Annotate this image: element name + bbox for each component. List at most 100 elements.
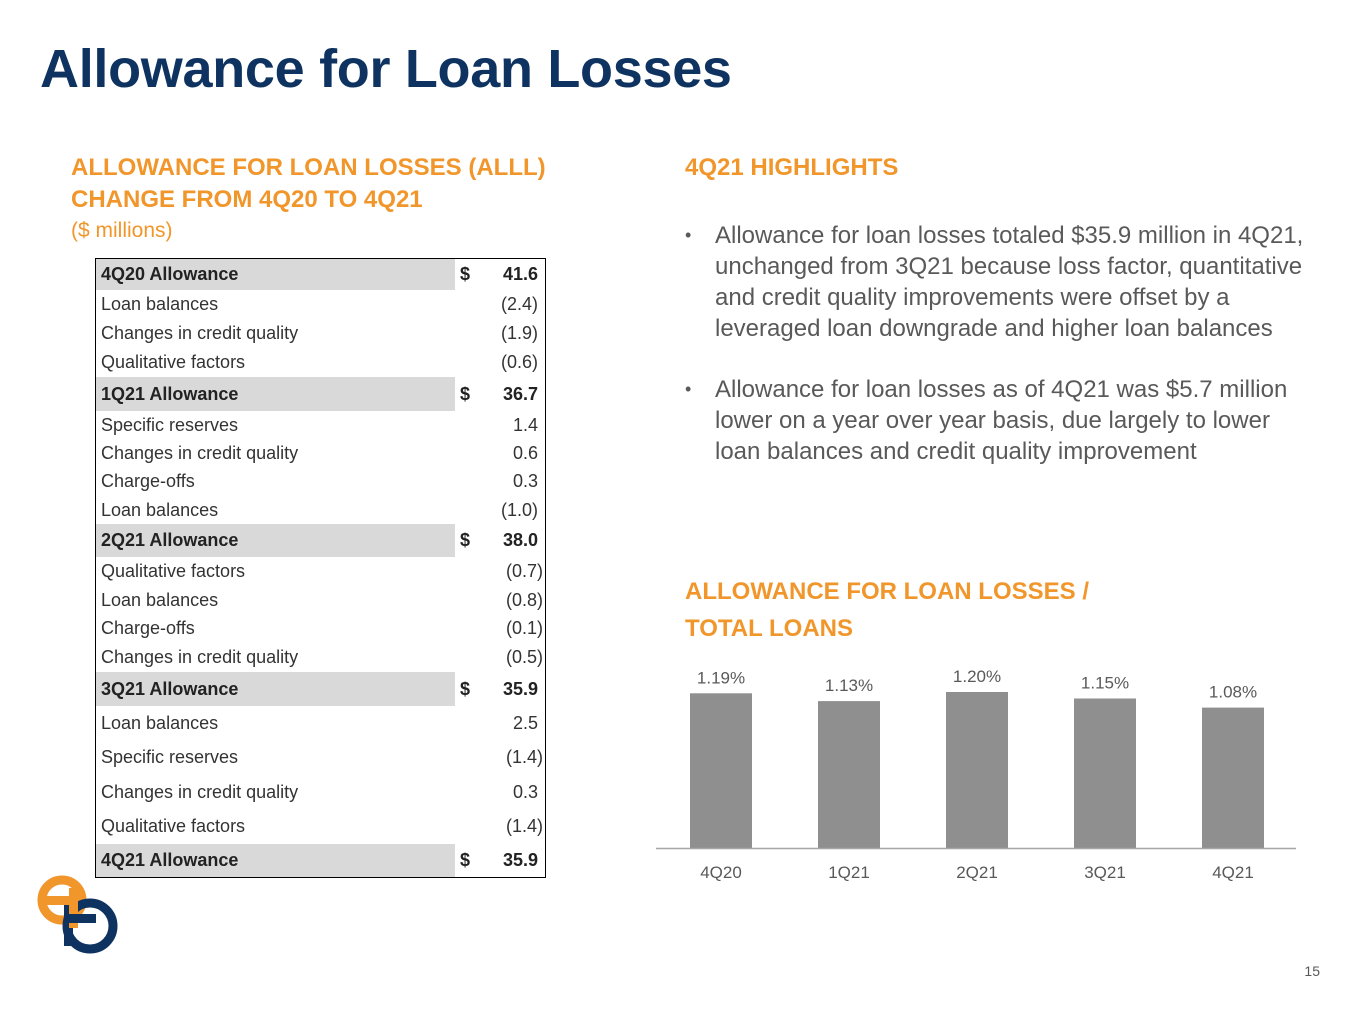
row-value: 35.9: [502, 850, 538, 870]
total-row-shading: [96, 524, 455, 557]
units-note: ($ millions): [71, 219, 173, 242]
row-label: Qualitative factors: [101, 561, 246, 581]
table-total-row: 3Q21 Allowance $35.9: [96, 672, 544, 706]
table-row: Changes in credit quality (0.5): [96, 642, 544, 672]
row-value: 36.7: [502, 384, 538, 404]
table-row: Loan balances 2.5: [96, 706, 544, 740]
bar-4Q21: [1202, 707, 1264, 848]
bullet-marker: •: [685, 225, 692, 245]
table-row: Loan balances (2.4): [96, 290, 544, 319]
alll-table: 4Q20 Allowance $41.6 Loan balances (2.4) Cha…: [95, 258, 546, 878]
row-value: (0.8): [505, 590, 543, 610]
row-value: (1.4): [505, 747, 543, 767]
row-label: Charge-offs: [101, 618, 195, 638]
row-value: 0.3: [512, 782, 538, 802]
dollar-sign: $: [460, 530, 471, 550]
table-total-row: 2Q21 Allowance $38.0: [96, 524, 544, 557]
row-value: 41.6: [502, 264, 538, 284]
row-label: Changes in credit quality: [101, 782, 299, 802]
row-value: 2.5: [512, 713, 538, 733]
row-value: (0.1): [505, 618, 543, 638]
table-row: Changes in credit quality 0.6: [96, 439, 544, 467]
row-label: Qualitative factors: [101, 352, 246, 372]
data-label: 1.15%: [1081, 674, 1129, 693]
total-row-shading: [96, 259, 455, 290]
alll-heading-line: CHANGE FROM 4Q20 TO 4Q21: [71, 186, 423, 213]
chart-heading-line: ALLOWANCE FOR LOAN LOSSES /: [685, 578, 1090, 605]
alll-section-heading: ALLOWANCE FOR LOAN LOSSES (ALLL) CHANGE …: [71, 152, 546, 216]
row-label: Loan balances: [101, 500, 219, 520]
table-row: Loan balances (1.0): [96, 496, 544, 524]
row-label: 1Q21 Allowance: [101, 384, 239, 404]
chart-heading-line: TOTAL LOANS: [685, 615, 853, 642]
row-value: 38.0: [502, 530, 538, 550]
table-row: Specific reserves 1.4: [96, 411, 544, 439]
page-title: Allowance for Loan Losses: [40, 39, 732, 99]
total-row-shading: [96, 377, 455, 411]
row-label: Changes in credit quality: [101, 647, 299, 667]
dollar-sign: $: [460, 384, 471, 404]
bar-1Q21: [818, 701, 880, 848]
highlight-bullet: • Allowance for loan losses totaled $35.…: [685, 220, 1305, 344]
row-label: Charge-offs: [101, 471, 195, 491]
row-label: 4Q21 Allowance: [101, 850, 239, 870]
company-logo-icon: [37, 875, 118, 954]
data-label: 1.19%: [697, 668, 745, 687]
row-label: Specific reserves: [101, 415, 239, 435]
row-value: (0.5): [505, 647, 543, 667]
bar-3Q21: [1074, 698, 1136, 848]
x-tick-label: 4Q20: [700, 863, 742, 882]
dollar-sign: $: [460, 679, 471, 699]
row-value: 35.9: [502, 679, 538, 699]
table-total-row: 4Q21 Allowance $35.9: [96, 844, 544, 877]
highlight-text: Allowance for loan losses totaled $35.9 …: [715, 222, 1304, 342]
row-label: Specific reserves: [101, 747, 239, 767]
row-value: (1.0): [500, 500, 538, 520]
highlight-bullet: • Allowance for loan losses as of 4Q21 w…: [685, 374, 1305, 467]
page-number: 15: [1304, 963, 1320, 979]
table-row: Charge-offs (0.1): [96, 614, 544, 642]
table-row: Qualitative factors (0.7): [96, 557, 544, 586]
row-value: 1.4: [512, 415, 538, 435]
row-label: Loan balances: [101, 713, 219, 733]
table-row: Changes in credit quality 0.3: [96, 775, 544, 809]
row-value: 0.3: [512, 471, 538, 491]
row-label: Qualitative factors: [101, 816, 246, 836]
dollar-sign: $: [460, 264, 471, 284]
row-value: (0.7): [505, 561, 543, 581]
row-value: (1.4): [505, 816, 543, 836]
total-row-shading: [96, 844, 455, 877]
table-total-row: 4Q20 Allowance $41.6: [96, 259, 544, 290]
table-row: Loan balances (0.8): [96, 586, 544, 614]
row-label: 4Q20 Allowance: [101, 264, 239, 284]
bar-4Q20: [690, 693, 752, 848]
highlights-list: • Allowance for loan losses totaled $35.…: [685, 220, 1305, 467]
table-row: Charge-offs 0.3: [96, 467, 544, 496]
row-value: (0.6): [500, 352, 538, 372]
bullet-marker: •: [685, 379, 692, 399]
highlight-text: Allowance for loan losses as of 4Q21 was…: [715, 376, 1288, 465]
x-tick-label: 4Q21: [1212, 863, 1254, 882]
row-label: Changes in credit quality: [101, 443, 299, 463]
row-label: Changes in credit quality: [101, 323, 299, 343]
chart-heading: ALLOWANCE FOR LOAN LOSSES / TOTAL LOANS: [685, 573, 1089, 647]
row-value: (1.9): [500, 323, 538, 343]
row-label: Loan balances: [101, 294, 219, 314]
table-row: Qualitative factors (1.4): [96, 809, 544, 844]
table-row: Changes in credit quality (1.9): [96, 319, 544, 348]
row-value: 0.6: [512, 443, 538, 463]
total-row-shading: [96, 672, 455, 706]
table-row: Specific reserves (1.4): [96, 740, 544, 775]
x-tick-label: 3Q21: [1084, 863, 1126, 882]
highlights-heading: 4Q21 HIGHLIGHTS: [685, 154, 899, 181]
row-label: Loan balances: [101, 590, 219, 610]
table-row: Qualitative factors (0.6): [96, 348, 544, 377]
bar-2Q21: [946, 692, 1008, 848]
x-tick-label: 1Q21: [828, 863, 870, 882]
row-label: 2Q21 Allowance: [101, 530, 239, 550]
dollar-sign: $: [460, 850, 471, 870]
alll-ratio-bar-chart: 1.19% 4Q20 1.13% 1Q21 1.20% 2Q21 1.15% 3Q21 1.08…: [656, 667, 1296, 882]
data-label: 1.08%: [1209, 683, 1257, 702]
row-value: (2.4): [500, 294, 538, 314]
row-label: 3Q21 Allowance: [101, 679, 239, 699]
